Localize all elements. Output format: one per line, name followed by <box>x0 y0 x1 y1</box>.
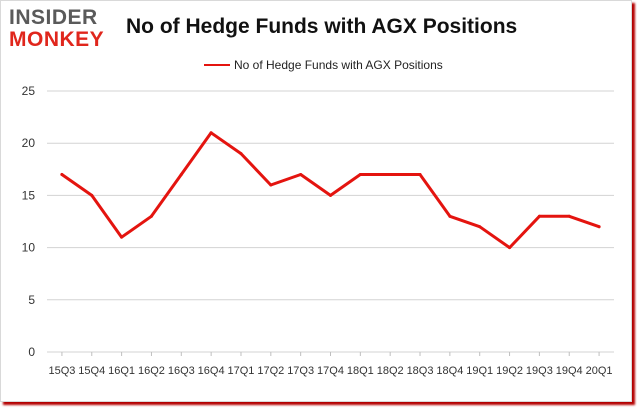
x-tick-label: 15Q3 <box>48 365 75 377</box>
x-tick-label: 18Q2 <box>377 365 404 377</box>
legend-label: No of Hedge Funds with AGX Positions <box>234 58 443 72</box>
data-point <box>537 214 541 218</box>
x-tick-label: 16Q4 <box>198 365 225 377</box>
data-point <box>90 193 94 197</box>
series-line <box>60 131 601 250</box>
x-tick-label: 18Q3 <box>407 365 434 377</box>
data-point <box>179 173 183 177</box>
chart-title: No of Hedge Funds with AGX Positions <box>126 15 518 38</box>
legend-swatch <box>204 64 230 66</box>
y-tick-label: 15 <box>22 188 36 202</box>
x-tick-label: 18Q1 <box>347 365 374 377</box>
data-point <box>418 173 422 177</box>
x-tick-label: 19Q4 <box>556 365 583 377</box>
x-tick-label: 19Q1 <box>466 365 493 377</box>
x-tick-label: 17Q2 <box>257 365 284 377</box>
logo-text-bottom: MONKEY <box>9 28 105 51</box>
x-tick-label: 16Q3 <box>168 365 195 377</box>
x-tick-label: 19Q3 <box>526 365 553 377</box>
data-point <box>358 173 362 177</box>
x-tick-label: 19Q2 <box>496 365 523 377</box>
x-tick-label: 18Q4 <box>436 365 463 377</box>
data-point <box>478 225 482 229</box>
data-point <box>597 225 601 229</box>
chart-legend: No of Hedge Funds with AGX Positions <box>204 58 443 72</box>
x-tick-label: 20Q1 <box>586 365 613 377</box>
data-point <box>269 183 273 187</box>
data-point <box>239 152 243 156</box>
data-point <box>448 214 452 218</box>
y-tick-label: 25 <box>22 84 36 98</box>
logo-text-top: INSIDER <box>9 6 98 29</box>
y-tick-label: 5 <box>28 293 35 307</box>
data-point <box>508 246 512 250</box>
data-point <box>299 173 303 177</box>
x-tick-label: 17Q4 <box>317 365 344 377</box>
y-tick-label: 20 <box>22 136 36 150</box>
chart-frame: INSIDER MONKEY No of Hedge Funds with AG… <box>0 0 632 402</box>
x-tick-label: 16Q2 <box>138 365 165 377</box>
data-point <box>329 193 332 197</box>
x-tick-label: 16Q1 <box>108 365 135 377</box>
x-tick-label: 15Q4 <box>78 365 105 377</box>
data-point <box>120 235 124 239</box>
data-point <box>149 214 153 218</box>
y-tick-label: 0 <box>28 345 35 359</box>
data-point <box>388 173 392 177</box>
x-tick-label: 17Q1 <box>228 365 255 377</box>
insider-monkey-logo: INSIDER MONKEY <box>9 7 119 57</box>
y-tick-label: 10 <box>22 241 36 255</box>
data-point <box>567 214 571 218</box>
data-point <box>209 131 213 135</box>
x-tick-label: 17Q3 <box>287 365 314 377</box>
data-point <box>60 173 64 177</box>
